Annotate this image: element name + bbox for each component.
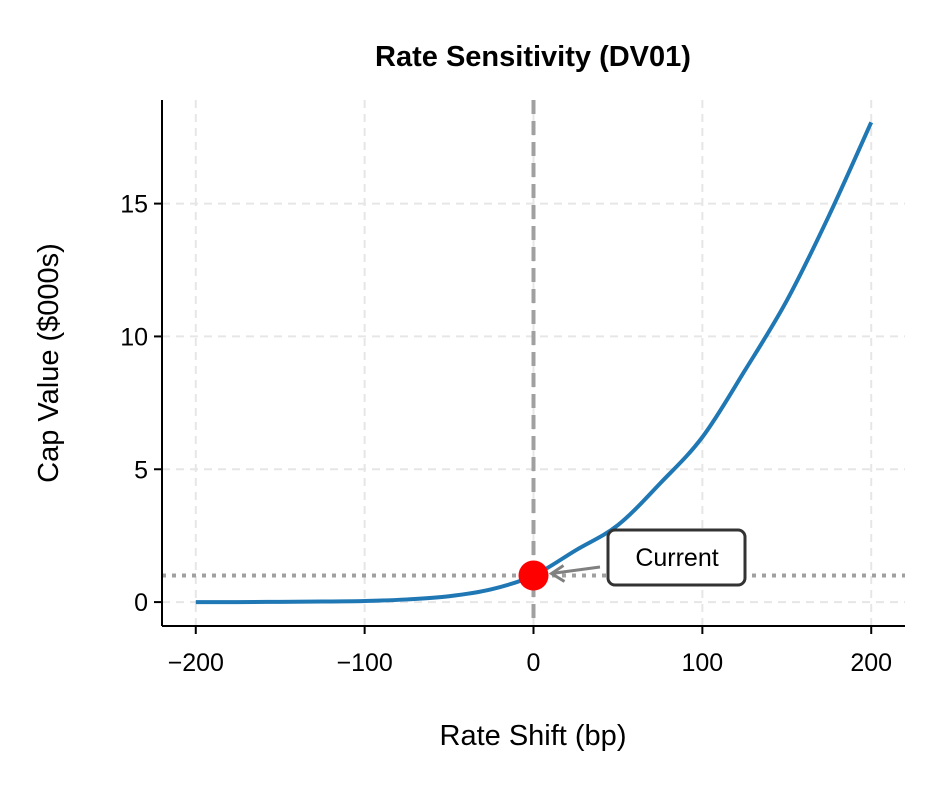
current-point xyxy=(518,560,549,591)
annotation-arrowhead xyxy=(548,564,566,583)
y-axis-label: Cap Value ($000s) xyxy=(33,243,65,483)
y-ticks: 0 5 10 15 xyxy=(120,191,162,617)
x-ticks: −200 −100 0 100 200 xyxy=(168,626,892,677)
y-tick-label: 5 xyxy=(134,456,148,484)
annotation-label: Current xyxy=(635,544,718,572)
series-line xyxy=(195,121,874,605)
annotation: Current xyxy=(548,528,747,587)
reference-lines xyxy=(162,100,905,626)
annotation-arrow xyxy=(551,565,601,576)
x-tick-label: 100 xyxy=(682,649,724,677)
y-tick-label: 0 xyxy=(134,589,148,617)
x-tick-label: 200 xyxy=(850,649,892,677)
x-tick-label: −200 xyxy=(168,649,224,677)
chart-title: Rate Sensitivity (DV01) xyxy=(375,41,691,73)
x-tick-label: 0 xyxy=(527,649,541,677)
x-tick-label: −100 xyxy=(336,649,392,677)
y-tick-label: 15 xyxy=(120,191,148,219)
annotation-box xyxy=(606,528,747,587)
y-tick-label: 10 xyxy=(120,323,148,351)
x-axis-label: Rate Shift (bp) xyxy=(440,720,627,752)
